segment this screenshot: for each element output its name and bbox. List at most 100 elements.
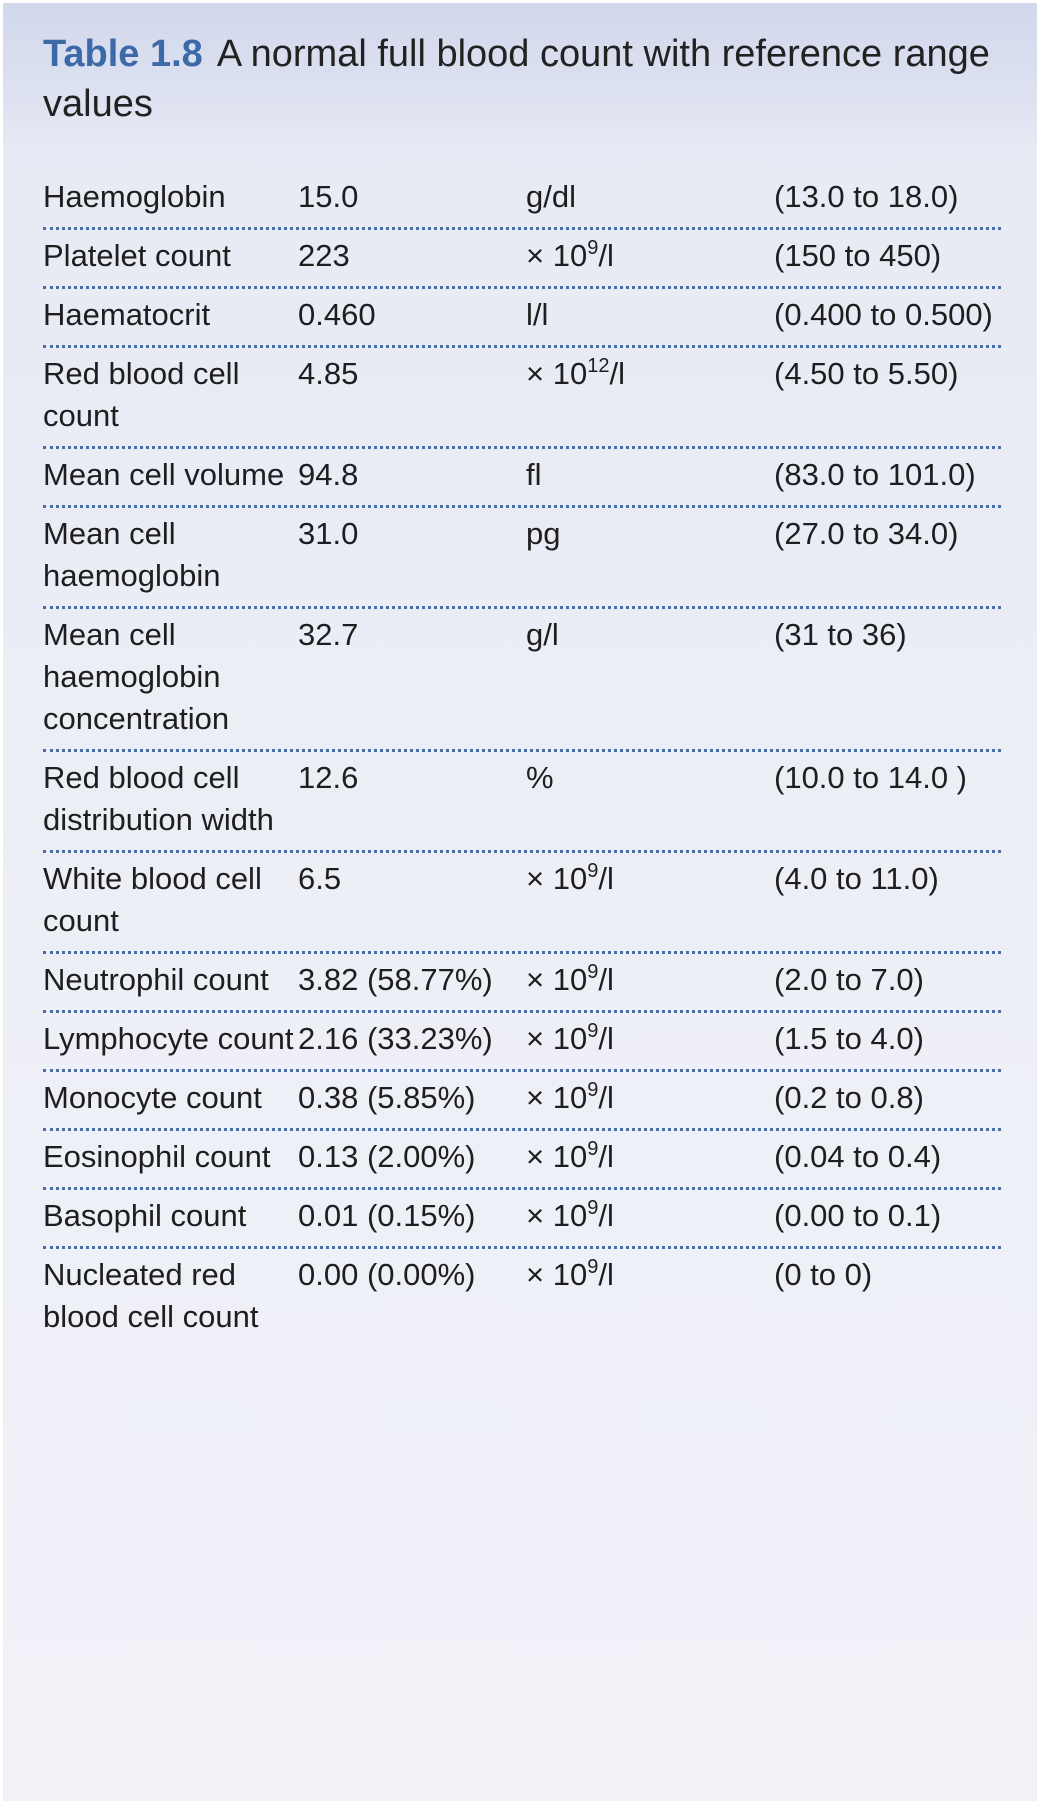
test-unit: × 109/l [526,1254,774,1338]
test-unit: × 109/l [526,959,774,1001]
test-value: 2.16 (33.23%) [298,1021,493,1056]
test-name: Red blood cell count [43,356,240,433]
reference-range: (0 to 0) [774,1257,873,1292]
test-name: Mean cell volume [43,457,285,492]
unit-tail: /l [598,861,614,896]
reference-range: (2.0 to 7.0) [774,962,924,997]
test-unit: l/l [526,294,774,336]
unit-base: × 10 [526,1257,588,1292]
table-row: Basophil count 0.01 (0.15%) × 109/l (0.0… [43,1190,1001,1249]
unit-exponent: 9 [587,860,599,882]
unit-base: pg [526,516,561,551]
reference-range: (1.5 to 4.0) [774,1021,924,1056]
table-caption-label: Table 1.8 [43,33,203,75]
unit-base: g/l [526,617,559,652]
test-value: 0.13 (2.00%) [298,1139,476,1174]
test-unit: × 109/l [526,1077,774,1119]
table-row: Neutrophil count 3.82 (58.77%) × 109/l (… [43,954,1001,1013]
reference-range: (13.0 to 18.0) [774,179,959,214]
table-row: Eosinophil count 0.13 (2.00%) × 109/l (0… [43,1131,1001,1190]
unit-base: g/dl [526,179,576,214]
unit-base: % [526,760,554,795]
test-value: 223 [298,238,350,273]
unit-base: × 10 [526,1198,588,1233]
table-row: Mean cell volume 94.8 fl (83.0 to 101.0) [43,449,1001,508]
reference-range: (0.04 to 0.4) [774,1139,942,1174]
unit-base: × 10 [526,1021,588,1056]
test-value: 6.5 [298,861,342,896]
test-value: 12.6 [298,760,359,795]
table-row: Haemoglobin 15.0 g/dl (13.0 to 18.0) [43,171,1001,230]
test-unit: pg [526,513,774,597]
reference-range: (0.400 to 0.500) [774,297,993,332]
test-value: 0.38 (5.85%) [298,1080,476,1115]
unit-exponent: 9 [587,1020,599,1042]
reference-range: (83.0 to 101.0) [774,457,976,492]
test-name: Haemoglobin [43,179,226,214]
test-unit: × 109/l [526,1136,774,1178]
test-value: 31.0 [298,516,359,551]
test-name: Platelet count [43,238,231,273]
test-name: Haematocrit [43,297,211,332]
test-name: Monocyte count [43,1080,262,1115]
blood-count-table: Haemoglobin 15.0 g/dl (13.0 to 18.0) Pla… [43,171,1001,1347]
unit-base: × 10 [526,238,588,273]
table-row: Haematocrit 0.460 l/l (0.400 to 0.500) [43,289,1001,348]
table-row: Mean cell haemoglobin 31.0 pg (27.0 to 3… [43,508,1001,609]
unit-exponent: 9 [587,237,599,259]
test-unit: g/dl [526,176,774,218]
test-value: 0.460 [298,297,376,332]
unit-base: × 10 [526,356,588,391]
test-name: Red blood cell distribution width [43,760,274,837]
unit-exponent: 9 [587,1138,599,1160]
test-unit: × 109/l [526,858,774,942]
reference-range: (10.0 to 14.0 ) [774,760,968,795]
unit-base: × 10 [526,1080,588,1115]
test-name: Neutrophil count [43,962,269,997]
unit-exponent: 9 [587,961,599,983]
test-name: Lymphocyte count [43,1021,294,1056]
test-value: 0.01 (0.15%) [298,1198,476,1233]
test-unit: × 109/l [526,1018,774,1060]
unit-exponent: 9 [587,1256,599,1278]
unit-exponent: 9 [587,1197,599,1219]
test-value: 32.7 [298,617,359,652]
unit-base: fl [526,457,542,492]
test-name: Mean cell haemoglobin concentration [43,617,230,736]
reference-range: (31 to 36) [774,617,907,652]
unit-base: × 10 [526,861,588,896]
table-row: Red blood cell distribution width 12.6 %… [43,752,1001,853]
reference-range: (4.0 to 11.0) [774,861,939,896]
reference-range: (27.0 to 34.0) [774,516,959,551]
test-unit: × 1012/l [526,353,774,437]
test-unit: g/l [526,614,774,740]
test-value: 4.85 [298,356,359,391]
table-row: Mean cell haemoglobin concentration 32.7… [43,609,1001,752]
unit-exponent: 9 [587,1079,599,1101]
test-name: Basophil count [43,1198,247,1233]
test-value: 0.00 (0.00%) [298,1257,476,1292]
table-header: Table 1.8 A normal full blood count with … [3,3,1037,151]
reference-range: (0.2 to 0.8) [774,1080,924,1115]
test-unit: × 109/l [526,235,774,277]
unit-tail: /l [598,238,614,273]
test-unit: fl [526,454,774,496]
test-name: White blood cell count [43,861,262,938]
table-row: Lymphocyte count 2.16 (33.23%) × 109/l (… [43,1013,1001,1072]
test-value: 94.8 [298,457,359,492]
unit-base: × 10 [526,1139,588,1174]
unit-base: × 10 [526,962,588,997]
table-row: Platelet count 223 × 109/l (150 to 450) [43,230,1001,289]
table-row: White blood cell count 6.5 × 109/l (4.0 … [43,853,1001,954]
reference-range: (0.00 to 0.1) [774,1198,942,1233]
unit-base: l/l [526,297,549,332]
test-unit: % [526,757,774,841]
table-row: Red blood cell count 4.85 × 1012/l (4.50… [43,348,1001,449]
unit-tail: /l [598,962,614,997]
unit-tail: /l [598,1139,614,1174]
table-row: Nucleated red blood cell count 0.00 (0.0… [43,1249,1001,1347]
unit-tail: /l [598,1080,614,1115]
test-value: 15.0 [298,179,359,214]
unit-tail: /l [598,1021,614,1056]
unit-tail: /l [609,356,625,391]
